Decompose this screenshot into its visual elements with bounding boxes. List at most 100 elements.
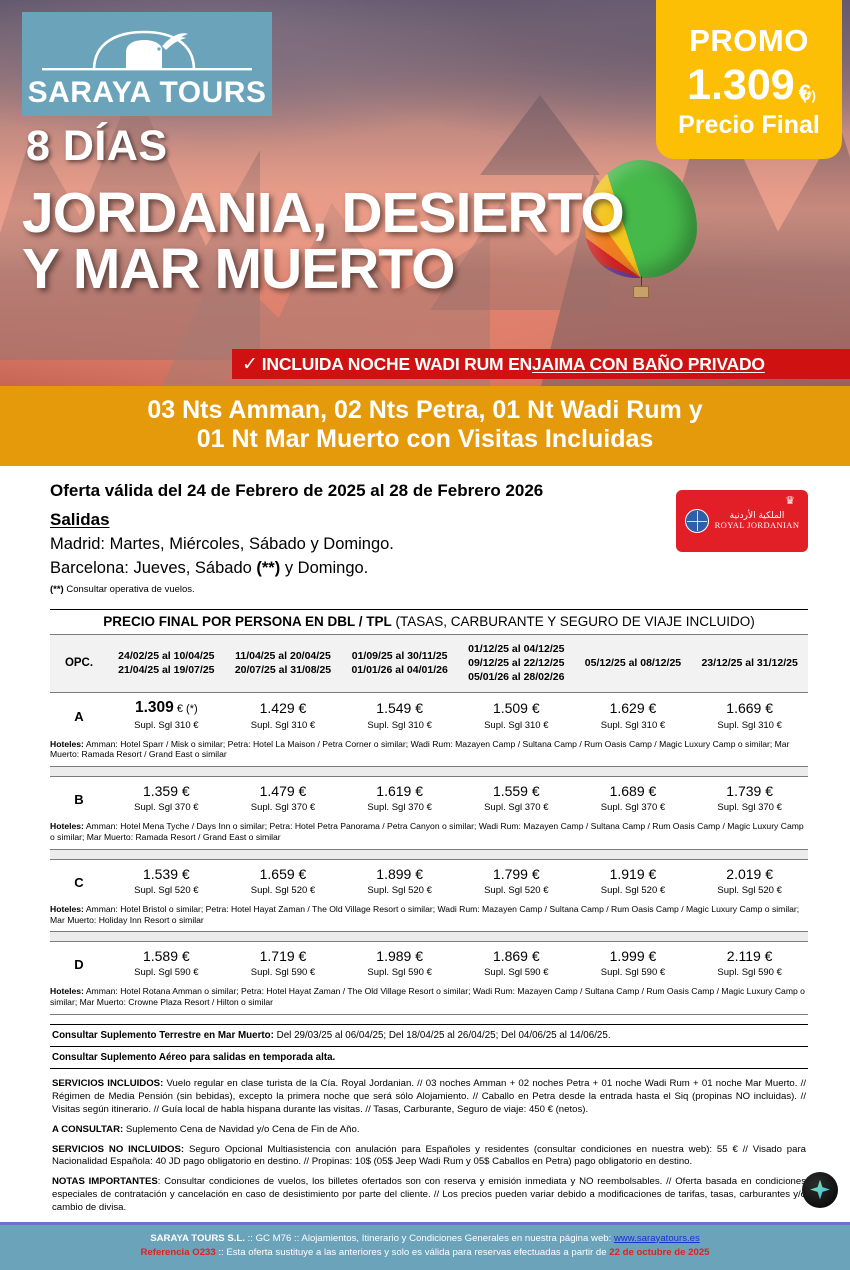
brand-logo: SARAYA TOURS (22, 12, 272, 116)
row-separator-cell (50, 931, 808, 943)
supplement-row-c: Supl. Sgl 520 € Supl. Sgl 520 € Supl. Sgl … (50, 885, 808, 902)
column-header-period-5: 05/12/25 al 08/12/25 (574, 634, 692, 693)
row-separator-cell (50, 848, 808, 860)
price-table: PRECIO FINAL POR PERSONA EN DBL / TPL (T… (50, 609, 808, 1070)
price-cell: 1.629 € (609, 699, 657, 716)
check-icon: ✓ (242, 353, 258, 375)
price-cell: 1.559 € (492, 783, 540, 800)
supplement-cell: Supl. Sgl 590 € (600, 967, 666, 979)
footer-website-link[interactable]: www.sarayatours.es (613, 1232, 700, 1244)
option-code: D (74, 957, 84, 973)
condition-paragraph-1: SERVICIOS INCLUIDOS: Vuelo regular en cl… (52, 1078, 806, 1117)
footer-line2-text: :: Esta oferta sustituye a las anteriore… (215, 1247, 610, 1259)
supplement-cell: Supl. Sgl 370 € (134, 802, 199, 814)
footer-date: 22 de octubre de 2025 (609, 1247, 710, 1259)
page-footer: SARAYA TOURS S.L. :: GC M76 :: Alojamien… (0, 1224, 850, 1270)
supplement-terrestre-label: Consultar Suplemento Terrestre en Mar Mu… (52, 1030, 274, 1042)
row-separator-cell (50, 1014, 808, 1026)
supplement-cell: Supl. Sgl 370 € (600, 802, 666, 814)
column-header-period-2: 11/04/25 al 20/04/25 20/07/25 al 31/08/25 (224, 634, 342, 693)
price-table-title: PRECIO FINAL POR PERSONA EN DBL / TPL (T… (50, 610, 808, 634)
supplement-cell: Supl. Sgl 590 € (367, 967, 432, 979)
airline-name-english: ROYAL JORDANIAN (714, 520, 800, 531)
promo-badge: PROMO (*) 1.309 € Precio Final (656, 0, 842, 159)
footer-line-2: Referencia O233 :: Esta oferta sustituye… (0, 1246, 850, 1260)
flights-footnote-mark: (**) (50, 584, 64, 595)
condition-label: A CONSULTAR: (52, 1123, 124, 1135)
footer-reference: Referencia O233 (140, 1247, 216, 1259)
promo-final-label: Precio Final (678, 111, 820, 139)
price-table-header-row: OPC. 24/02/25 al 10/04/25 21/04/25 al 19/0… (50, 634, 808, 693)
price-cell: 1.589 € (142, 948, 190, 965)
supplement-aereo: Consultar Suplemento Aéreo para salidas … (50, 1047, 808, 1070)
supplement-row-a: Supl. Sgl 310 € Supl. Sgl 310 € Supl. Sgl … (50, 720, 808, 737)
trip-duration: 8 DÍAS (26, 122, 168, 170)
supplement-cell: Supl. Sgl 310 € (600, 719, 666, 731)
price-cell: 1.669 € (726, 699, 773, 716)
page-title-line2: Y MAR MUERTO (22, 236, 455, 301)
price-row-c: C 1.539 € 1.659 € 1.899 € 1.799 € 1.919 € 2.01… (50, 859, 808, 890)
row-separator-cell (50, 766, 808, 778)
prices-grid: OPC. 24/02/25 al 10/04/25 21/04/25 al 19/0… (50, 634, 808, 1026)
atmosphere-haze (0, 150, 850, 270)
supplement-terrestre: Consultar Suplemento Terrestre en Mar Mu… (50, 1025, 808, 1048)
row-separator (50, 766, 808, 778)
itinerary-banner: 03 Nts Amman, 02 Nts Petra, 01 Nt Wadi R… (0, 386, 850, 466)
hotels-text: Hoteles: Amman: Hotel Mena Tyche / Days … (50, 821, 804, 842)
column-header-opc: OPC. (50, 634, 108, 693)
price-table-title-rest: (TASAS, CARBURANTE Y SEGURO DE VIAJE INC… (391, 614, 755, 629)
hotels-row-c: Hoteles: Amman: Hotel Bristol o similar;… (50, 902, 808, 932)
supplement-cell: Supl. Sgl 370 € (250, 802, 316, 814)
price-table-title-bold: PRECIO FINAL POR PERSONA EN DBL / TPL (103, 614, 392, 629)
price-cell: 1.549 € (376, 699, 423, 716)
supplement-cell: Supl. Sgl 520 € (717, 884, 782, 896)
row-separator (50, 848, 808, 860)
row-separator (50, 1014, 808, 1026)
price-cell: 2.119 € (726, 948, 773, 965)
globe-icon (684, 509, 709, 533)
hotels-text: Hoteles: Amman: Hotel Rotana Amman o sim… (50, 986, 805, 1008)
page-title: JORDANIA, DESIERTO Y MAR MUERTO (22, 181, 762, 301)
condition-text: Vuelo regular en clase turista de la Cía… (52, 1078, 806, 1115)
conditions-section: SERVICIOS INCLUIDOS: Vuelo regular en cl… (50, 1069, 808, 1215)
promo-amount: 1.309 (687, 61, 795, 109)
price-cell: 1.659 € (259, 865, 307, 882)
supplement-cell: Supl. Sgl 310 € (484, 719, 549, 731)
price-row-b: B 1.359 € 1.479 € 1.619 € 1.559 € 1.689 € 1.73… (50, 777, 808, 807)
price-cell: 1.799 € (492, 865, 540, 882)
supplement-cell: Supl. Sgl 520 € (484, 884, 549, 896)
highlight-banner-emphasis: JAIMA CON BAÑO PRIVADO (532, 353, 765, 374)
price-cell: 1.429 € (259, 699, 307, 716)
condition-label: NOTAS IMPORTANTES (52, 1176, 158, 1188)
supplement-cell: Supl. Sgl 520 € (367, 884, 432, 896)
promo-asterisk: (*) (802, 88, 816, 103)
condition-paragraph-3: SERVICIOS NO INCLUIDOS: Seguro Opcional … (52, 1144, 806, 1170)
price-cell: 1.899 € (376, 865, 423, 882)
supplement-cell: Supl. Sgl 590 € (134, 967, 199, 979)
supplement-terrestre-text: Del 29/03/25 al 06/04/25; Del 18/04/25 a… (273, 1030, 611, 1042)
airline-name-arabic: الملكية الأردنية (729, 510, 785, 521)
hero-image: SARAYA TOURS 8 DÍAS JORDANIA, DESIERTO Y… (0, 0, 850, 386)
itinerary-banner-line1: 03 Nts Amman, 02 Nts Petra, 01 Nt Wadi R… (147, 396, 703, 424)
option-code: C (74, 874, 84, 890)
supplement-cell: Supl. Sgl 590 € (484, 967, 549, 979)
price-cell: 2.019 € (726, 865, 773, 882)
price-cell: 1.539 € (142, 865, 190, 882)
promo-currency: € (798, 80, 811, 105)
price-cell: 1.869 € (492, 948, 540, 965)
column-header-period-4: 01/12/25 al 04/12/25 09/12/25 al 22/12/25… (457, 634, 575, 693)
page-title-line1: JORDANIA, DESIERTO (22, 181, 625, 245)
price-row-a: A 1.309 € (*) 1.429 € 1.549 € 1.509 € 1.629 €… (50, 692, 808, 724)
itinerary-banner-line2: 01 Nt Mar Muerto con Visitas Incluidas (196, 425, 654, 453)
supplement-cell: Supl. Sgl 520 € (250, 884, 316, 896)
supplement-cell: Supl. Sgl 520 € (600, 884, 666, 896)
price-cell: 1.999 € (609, 948, 657, 965)
departures-heading: Salidas (50, 510, 110, 529)
supplement-aereo-label: Consultar Suplemento Aéreo para salidas … (52, 1052, 336, 1064)
flights-footnote-text: Consultar operativa de vuelos. (63, 584, 195, 595)
price-cell: 1.989 € (376, 948, 423, 965)
flights-footnote: (**) Consultar operativa de vuelos. (50, 584, 808, 595)
supplement-cell: Supl. Sgl 370 € (484, 802, 549, 814)
departure-barcelona-post: y Domingo. (280, 559, 369, 577)
